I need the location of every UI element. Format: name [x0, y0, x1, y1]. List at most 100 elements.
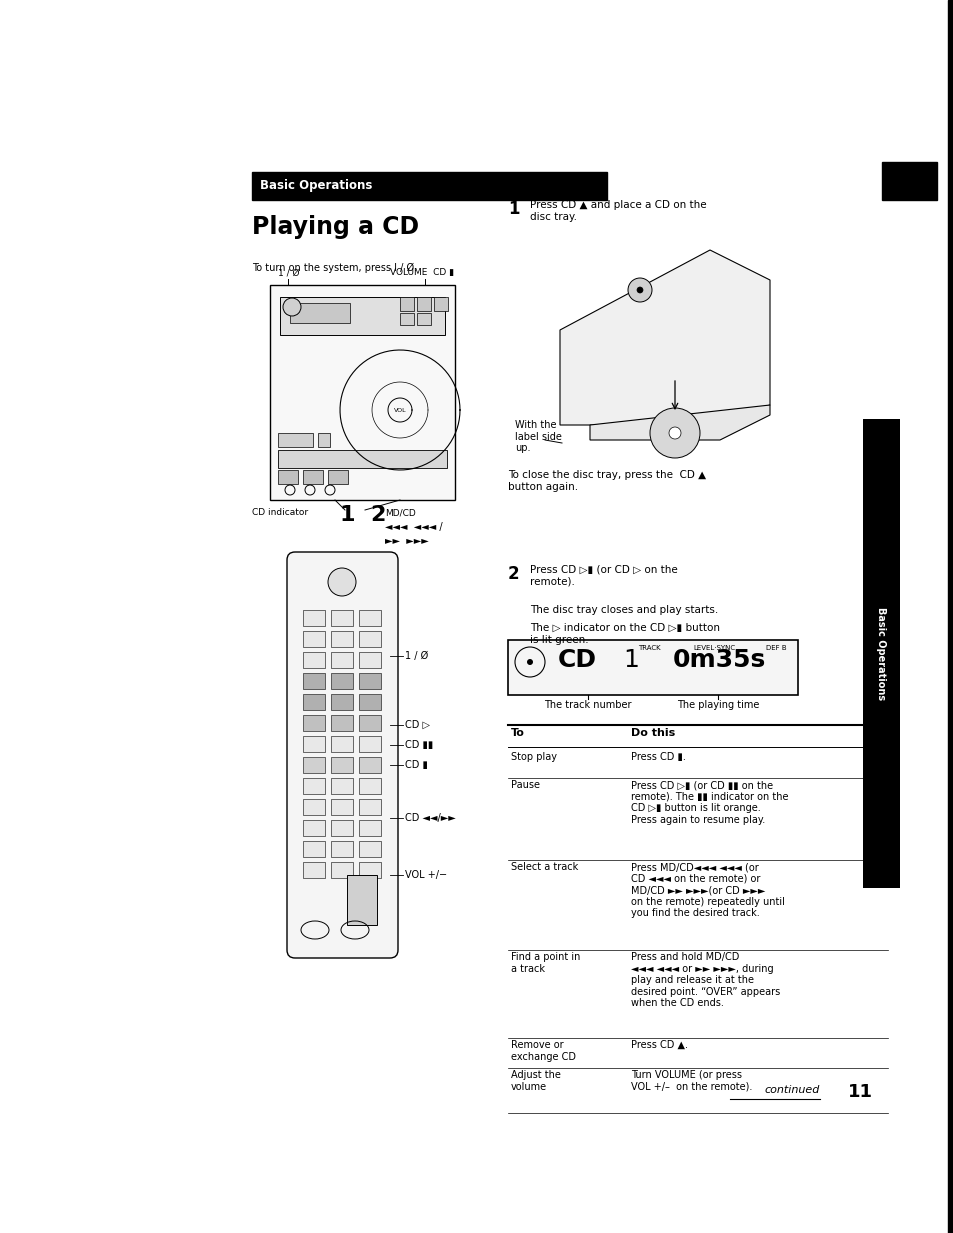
Bar — [358, 757, 380, 773]
Bar — [331, 778, 353, 794]
Bar — [331, 610, 353, 626]
FancyBboxPatch shape — [287, 552, 397, 958]
Bar — [358, 820, 380, 836]
Polygon shape — [559, 250, 769, 425]
Text: LEVEL·SYNC: LEVEL·SYNC — [692, 645, 735, 651]
Text: Adjust the
volume: Adjust the volume — [511, 1070, 560, 1091]
Text: Find a point in
a track: Find a point in a track — [511, 952, 579, 974]
Bar — [947, 0, 953, 1233]
Bar — [416, 297, 431, 311]
Text: Basic Operations: Basic Operations — [876, 607, 885, 700]
Bar — [331, 631, 353, 647]
Bar — [303, 694, 325, 710]
Text: CD indicator: CD indicator — [252, 508, 308, 517]
Bar — [303, 470, 323, 485]
Text: CD ▮: CD ▮ — [405, 760, 428, 769]
Bar — [303, 862, 325, 878]
Bar — [331, 757, 353, 773]
Bar — [358, 694, 380, 710]
Bar — [303, 757, 325, 773]
Text: CD: CD — [558, 649, 597, 672]
Text: Press CD ▲.: Press CD ▲. — [630, 1039, 687, 1051]
Bar — [303, 610, 325, 626]
Bar — [303, 736, 325, 752]
Text: Press and hold MD/CD
◄◄◄ ◄◄◄ or ►► ►►►, during
play and release it at the
desire: Press and hold MD/CD ◄◄◄ ◄◄◄ or ►► ►►►, … — [630, 952, 780, 1009]
Text: Press CD ▷▮ (or CD ▮▮ on the
remote). The ▮▮ indicator on the
CD ▷▮ button is li: Press CD ▷▮ (or CD ▮▮ on the remote). Th… — [630, 780, 788, 825]
Circle shape — [637, 287, 642, 293]
Bar — [303, 652, 325, 668]
Bar — [290, 303, 350, 323]
Bar — [331, 799, 353, 815]
Bar — [303, 715, 325, 731]
Text: Select a track: Select a track — [511, 862, 578, 872]
Polygon shape — [589, 404, 769, 440]
Text: 11: 11 — [846, 1083, 872, 1101]
Bar — [280, 297, 444, 335]
Text: The ▷ indicator on the CD ▷▮ button
is lit green.: The ▷ indicator on the CD ▷▮ button is l… — [530, 623, 720, 645]
Bar — [331, 652, 353, 668]
Bar — [252, 171, 606, 200]
Text: Do this: Do this — [630, 727, 675, 739]
Bar — [303, 673, 325, 689]
Circle shape — [283, 298, 301, 316]
Text: To: To — [511, 727, 524, 739]
Text: Remove or
exchange CD: Remove or exchange CD — [511, 1039, 576, 1062]
Text: Basic Operations: Basic Operations — [260, 180, 372, 192]
Text: Press MD/CD◄◄◄ ◄◄◄ (or
CD ◄◄◄ on the remote) or
MD/CD ►► ►►►(or CD ►►►
on the re: Press MD/CD◄◄◄ ◄◄◄ (or CD ◄◄◄ on the rem… — [630, 862, 784, 919]
Text: continued: continued — [763, 1085, 820, 1095]
Bar — [331, 736, 353, 752]
Bar — [270, 285, 455, 501]
Text: 1 / Ø: 1 / Ø — [277, 268, 299, 277]
Bar — [358, 736, 380, 752]
Bar — [416, 313, 431, 326]
Bar — [358, 652, 380, 668]
Text: Playing a CD: Playing a CD — [252, 215, 418, 239]
Text: VOL: VOL — [394, 407, 406, 413]
Text: To close the disc tray, press the  CD ▲
button again.: To close the disc tray, press the CD ▲ b… — [507, 470, 705, 492]
Text: 1: 1 — [507, 200, 519, 218]
Text: 0m35s: 0m35s — [672, 649, 765, 672]
Text: TRACK: TRACK — [638, 645, 659, 651]
Bar — [358, 862, 380, 878]
Bar — [303, 631, 325, 647]
Circle shape — [649, 408, 700, 457]
Text: Pause: Pause — [511, 780, 539, 790]
Bar — [358, 610, 380, 626]
Text: The track number: The track number — [543, 700, 631, 710]
Text: CD ▷: CD ▷ — [405, 720, 430, 730]
Bar — [303, 820, 325, 836]
Bar — [331, 820, 353, 836]
Bar — [277, 433, 313, 448]
Bar — [358, 799, 380, 815]
Bar — [358, 631, 380, 647]
Bar — [331, 862, 353, 878]
Text: MD/CD: MD/CD — [385, 508, 416, 517]
Bar — [358, 673, 380, 689]
Bar — [358, 778, 380, 794]
Text: Turn VOLUME (or press
VOL +/–  on the remote).: Turn VOLUME (or press VOL +/– on the rem… — [630, 1070, 752, 1091]
Text: 2: 2 — [507, 565, 519, 583]
Bar — [507, 640, 797, 695]
Text: VOLUME  CD ▮: VOLUME CD ▮ — [390, 268, 454, 277]
Bar — [331, 715, 353, 731]
Bar — [277, 470, 297, 485]
Text: DEF B: DEF B — [765, 645, 786, 651]
Bar — [331, 694, 353, 710]
Text: The playing time: The playing time — [676, 700, 759, 710]
Text: VOL +/−: VOL +/− — [405, 870, 447, 880]
Text: ►►  ►►►: ►► ►►► — [385, 536, 428, 546]
Text: ◄◄◄  ◄◄◄ /: ◄◄◄ ◄◄◄ / — [385, 522, 442, 531]
Text: 1 / Ø: 1 / Ø — [405, 651, 428, 661]
Bar — [328, 470, 348, 485]
Bar — [358, 841, 380, 857]
Bar — [277, 450, 447, 469]
Bar — [303, 841, 325, 857]
Text: 1  2: 1 2 — [339, 506, 386, 525]
Bar — [399, 313, 414, 326]
Text: The disc tray closes and play starts.: The disc tray closes and play starts. — [530, 605, 718, 615]
Bar — [303, 799, 325, 815]
Bar — [399, 297, 414, 311]
Bar — [434, 297, 448, 311]
Text: CD ◄◄/►►: CD ◄◄/►► — [405, 813, 456, 822]
Bar — [358, 715, 380, 731]
